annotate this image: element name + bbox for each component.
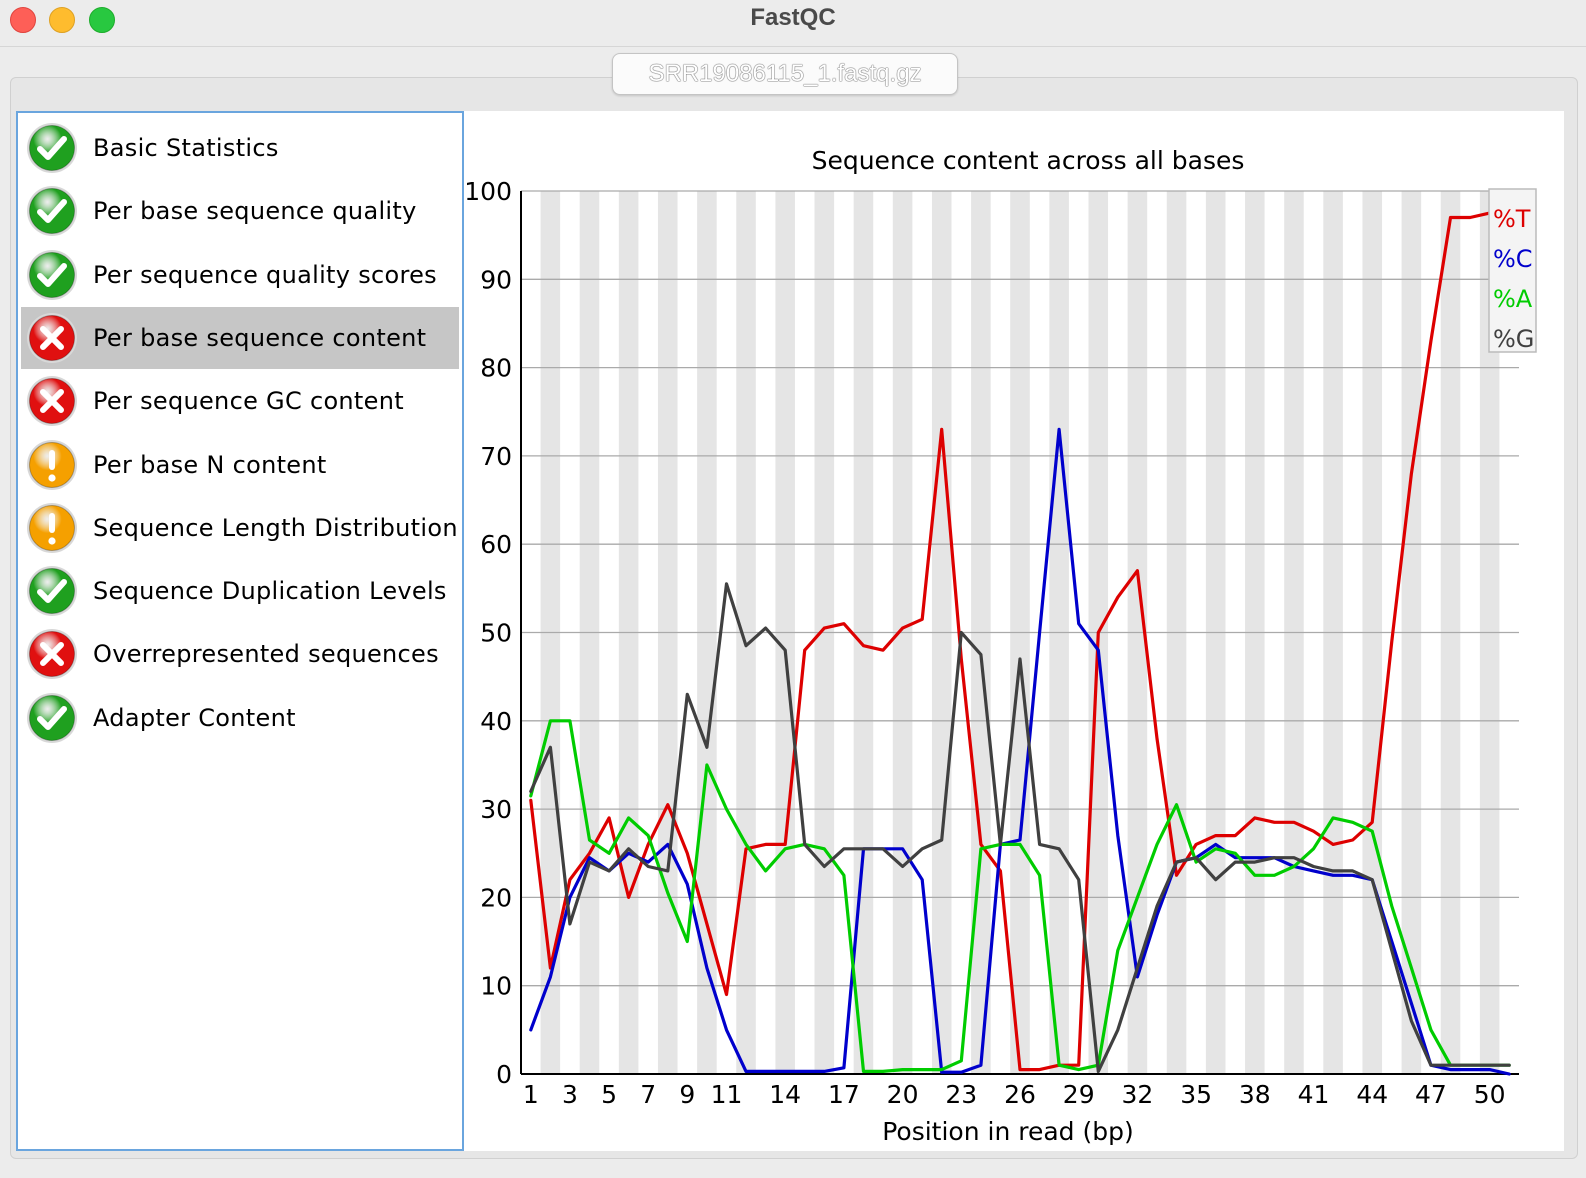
- module-item[interactable]: Overrepresented sequences: [21, 623, 459, 685]
- y-tick-label: 50: [480, 619, 512, 648]
- exclamation-icon: [26, 502, 78, 554]
- module-label: Sequence Length Distribution: [93, 513, 458, 542]
- x-tick-label: 1: [523, 1080, 539, 1109]
- window-title: FastQC: [750, 4, 836, 31]
- x-tick-label: 50: [1474, 1080, 1506, 1109]
- legend-entry: %T: [1493, 205, 1531, 233]
- module-item[interactable]: Sequence Length Distribution: [21, 497, 459, 559]
- series-line-1: [529, 427, 1511, 1076]
- legend: [1488, 188, 1537, 353]
- y-tick-label: 40: [480, 707, 512, 736]
- x-tick-label: 47: [1415, 1080, 1447, 1109]
- cross-icon: [26, 312, 78, 364]
- series-line-2: [529, 719, 1511, 1074]
- title-bar: FastQC: [0, 0, 1586, 47]
- series-line-3: [529, 582, 1511, 1074]
- x-tick-label: 17: [828, 1080, 860, 1109]
- x-tick-label: 3: [562, 1080, 578, 1109]
- module-item[interactable]: Per sequence quality scores: [21, 244, 459, 306]
- y-tick-label: 20: [480, 883, 512, 912]
- y-tick-label: 70: [480, 442, 512, 471]
- y-tick-label: 80: [480, 354, 512, 383]
- check-icon: [26, 565, 78, 617]
- module-item[interactable]: Per base sequence content: [21, 306, 459, 369]
- x-tick-label: 29: [1063, 1080, 1095, 1109]
- x-tick-label: 32: [1122, 1080, 1154, 1109]
- module-label: Basic Statistics: [93, 134, 279, 162]
- chart-panel: 0 10 20 30 40 50 60 70 80 90 100 1 3 5 7 9 11 14 17 20 23 26 2…: [464, 111, 1564, 1151]
- x-tick-label: 9: [679, 1080, 695, 1109]
- exclamation-icon: [26, 439, 78, 491]
- y-tick-label: 30: [480, 795, 512, 824]
- close-window-button[interactable]: [10, 7, 36, 33]
- x-tick-label: 7: [640, 1080, 656, 1109]
- module-label: Sequence Duplication Levels: [93, 577, 447, 606]
- module-item[interactable]: Adapter Content: [21, 687, 459, 749]
- x-tick-label: 35: [1180, 1080, 1212, 1109]
- module-label: Per base sequence quality: [93, 197, 417, 226]
- y-tick-label: 10: [480, 972, 512, 1001]
- x-tick-label: 11: [711, 1080, 743, 1109]
- legend-entry: %G: [1493, 325, 1534, 353]
- module-label: Per sequence GC content: [93, 387, 404, 416]
- module-label: Per sequence quality scores: [93, 260, 437, 289]
- x-tick-label: 20: [887, 1080, 919, 1109]
- module-label: Adapter Content: [93, 703, 296, 732]
- cross-icon: [26, 375, 78, 427]
- y-tick-label: 60: [480, 530, 512, 559]
- cross-icon: [26, 628, 78, 680]
- x-tick-label: 26: [1004, 1080, 1036, 1109]
- module-item[interactable]: Basic Statistics: [21, 117, 459, 179]
- y-tick-label: 0: [496, 1060, 512, 1089]
- module-item[interactable]: Sequence Duplication Levels: [21, 560, 459, 622]
- x-axis-label: Position in read (bp): [882, 1117, 1134, 1146]
- module-item[interactable]: Per sequence GC content: [21, 370, 459, 432]
- check-icon: [26, 185, 78, 237]
- x-tick-label: 44: [1356, 1080, 1388, 1109]
- module-item[interactable]: Per base sequence quality: [21, 180, 459, 242]
- module-list: Basic Statistics Per base sequence qualit…: [16, 111, 464, 1151]
- x-tick-label: 5: [601, 1080, 617, 1109]
- chart-title: Sequence content across all bases: [812, 146, 1245, 175]
- x-tick-label: 38: [1239, 1080, 1271, 1109]
- check-icon: [26, 692, 78, 744]
- y-tick-label: 90: [480, 265, 512, 294]
- module-label: Per base sequence content: [93, 323, 427, 352]
- minimize-window-button[interactable]: [49, 7, 75, 33]
- check-icon: [26, 249, 78, 301]
- x-tick-label: 41: [1298, 1080, 1330, 1109]
- file-tab[interactable]: SRR19086115_1.fastq.gz: [612, 53, 958, 95]
- check-icon: [26, 122, 78, 174]
- y-tick-label: 100: [464, 177, 512, 206]
- module-label: Overrepresented sequences: [93, 640, 439, 669]
- x-tick-label: 14: [769, 1080, 801, 1109]
- legend-entry: %C: [1493, 245, 1533, 273]
- x-tick-label: 23: [945, 1080, 977, 1109]
- legend-entry: %A: [1493, 285, 1533, 313]
- module-label: Per base N content: [93, 450, 327, 479]
- module-item[interactable]: Per base N content: [21, 434, 459, 496]
- maximize-window-button[interactable]: [89, 7, 115, 33]
